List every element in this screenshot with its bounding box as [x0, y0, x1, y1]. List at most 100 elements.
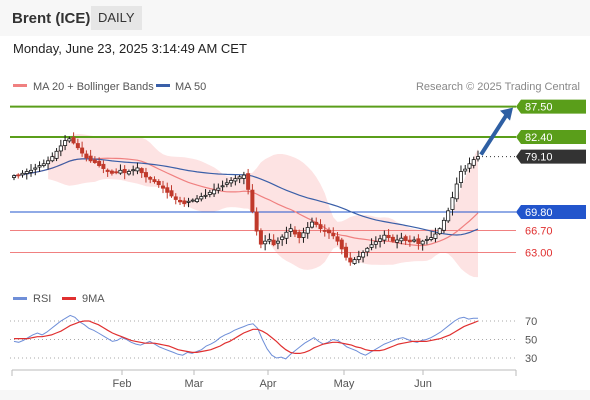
x-tick-label: Apr [259, 378, 276, 390]
candles [11, 132, 480, 266]
level-badge-shape [516, 130, 586, 144]
candle [297, 229, 302, 244]
candle [207, 189, 212, 198]
candle-body [182, 200, 187, 205]
candle [280, 234, 285, 246]
period-selector[interactable]: DAILY [91, 6, 142, 30]
candle-body [335, 236, 340, 242]
candle-body [24, 171, 29, 174]
candle [395, 234, 400, 249]
candle [437, 227, 442, 236]
candle-body [37, 165, 42, 168]
candle-body [386, 234, 391, 238]
candle-body [258, 230, 263, 245]
candle [463, 164, 468, 175]
candle [356, 250, 361, 264]
candle [178, 196, 183, 206]
candle-body [361, 252, 366, 258]
candle [322, 224, 327, 237]
candle-body [80, 147, 85, 154]
candle-body [352, 259, 357, 264]
candle [37, 161, 42, 172]
candle-body [467, 163, 472, 169]
candle-body [160, 185, 165, 189]
candle [382, 230, 387, 244]
candle-body [378, 238, 383, 242]
candle [390, 234, 395, 243]
candle-body [250, 189, 255, 212]
candle [58, 139, 63, 157]
candle [109, 169, 114, 176]
candle-body [178, 199, 183, 203]
candle [139, 167, 144, 178]
candle-body [441, 219, 446, 231]
candle [190, 198, 195, 203]
candle [344, 242, 349, 261]
candle-body [16, 174, 21, 177]
candle [386, 228, 391, 242]
candle-body [403, 236, 408, 241]
credit-text: Research © 2025 Trading Central [416, 81, 580, 93]
candle-body [58, 145, 63, 152]
candle [327, 227, 332, 239]
candle-body [407, 239, 412, 243]
candle-body [463, 168, 468, 172]
candle [75, 138, 80, 151]
candle-body [173, 196, 178, 200]
candle-body [84, 153, 89, 159]
rsi-legend-swatch [13, 297, 27, 300]
candle [71, 132, 76, 145]
candle-body [246, 173, 251, 190]
candle [46, 156, 51, 170]
level-badge-text: 79.10 [525, 152, 553, 164]
candle [331, 227, 336, 240]
candle [275, 237, 280, 250]
level-badge-87-50: 87.50 [516, 99, 586, 114]
candle [254, 207, 259, 236]
candle [160, 180, 165, 194]
candle-body [216, 187, 221, 191]
candle [407, 235, 412, 247]
candle [92, 156, 97, 164]
candle [148, 175, 153, 184]
candle-body [46, 160, 51, 165]
candle [250, 184, 255, 214]
candle [33, 163, 38, 176]
candle-body [309, 221, 314, 228]
ma20-legend-swatch [13, 84, 27, 87]
rsi-legend-label: RSI [33, 293, 51, 305]
candle-body [348, 257, 353, 263]
candle-body [390, 236, 395, 242]
candle-body [454, 183, 459, 200]
candle [352, 257, 357, 265]
candle-body [424, 238, 429, 241]
rsi-9ma-line [14, 320, 479, 354]
candle-body [156, 180, 161, 186]
candle [258, 228, 263, 249]
candle [67, 136, 72, 143]
candle-body [322, 230, 327, 232]
x-tick-label: Feb [113, 378, 132, 390]
forecast-arrow [479, 107, 513, 156]
candle [369, 238, 374, 251]
candle [229, 177, 234, 187]
candle-body [437, 228, 442, 235]
candle [186, 197, 191, 208]
candle [29, 164, 34, 177]
candle-body [241, 174, 246, 179]
candle-body [186, 200, 191, 203]
candle-body [11, 175, 16, 178]
candle [284, 226, 289, 245]
candle [361, 250, 366, 263]
candle [373, 236, 378, 249]
candle-body [318, 224, 323, 230]
candle-body [471, 159, 476, 166]
candle [156, 179, 161, 188]
candle-body [199, 196, 204, 200]
candle [199, 192, 204, 202]
candle [241, 171, 246, 185]
ma50-legend-swatch [156, 84, 170, 87]
candle [131, 165, 136, 176]
candle [403, 234, 408, 245]
level-badge-text: 82.40 [525, 132, 553, 144]
